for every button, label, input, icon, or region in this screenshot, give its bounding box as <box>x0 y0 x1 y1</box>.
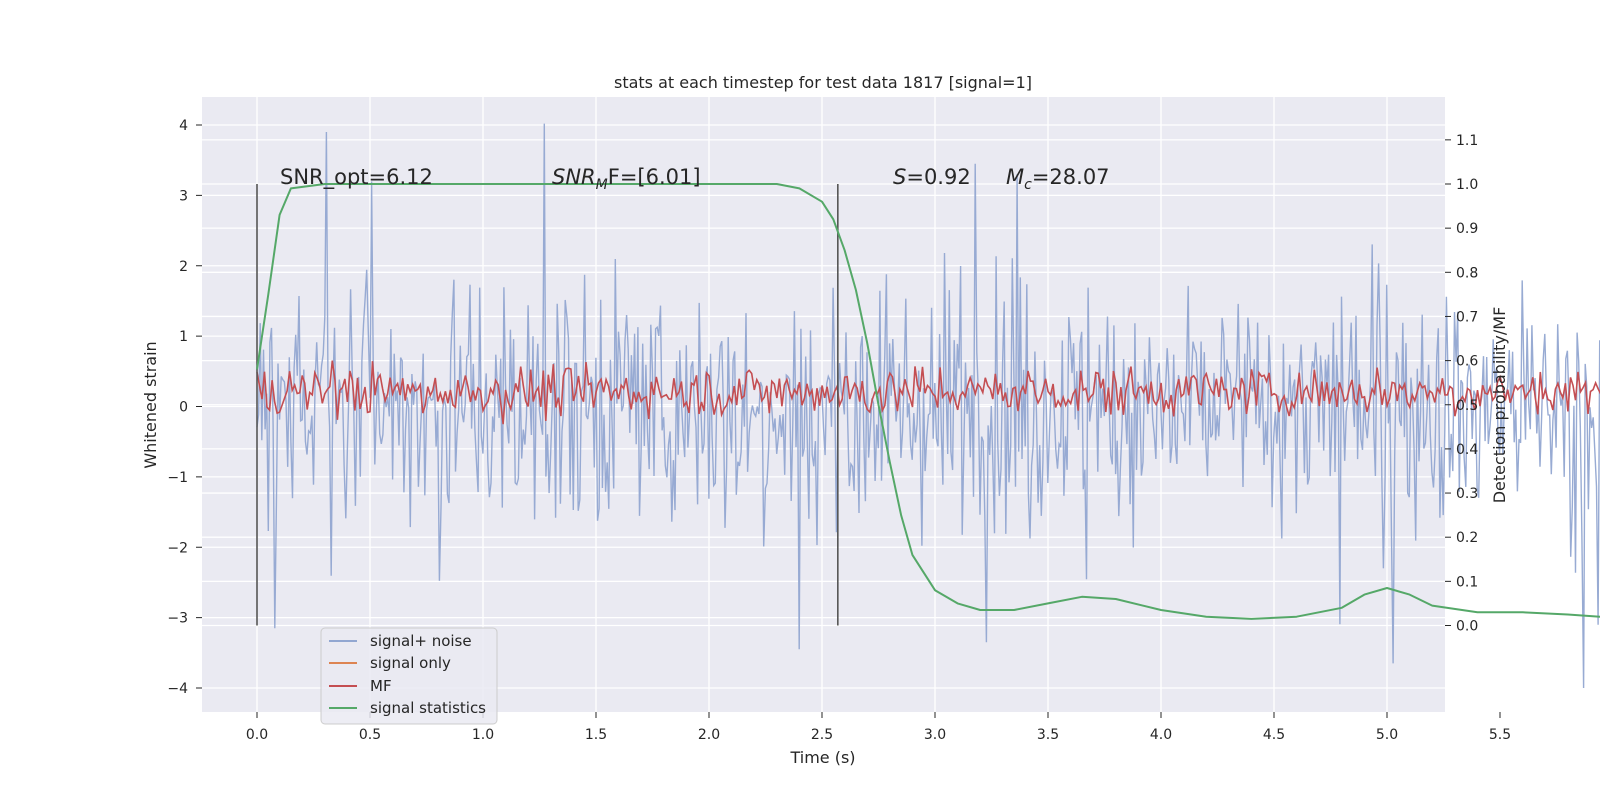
y-right-tick-label: 0.4 <box>1456 442 1478 458</box>
annotation-mc: Mc=28.07 <box>1006 165 1110 193</box>
y-right-tick-label: 0.6 <box>1456 354 1478 370</box>
annotation-snr-opt: SNR_opt=6.12 <box>280 165 433 190</box>
y-left-tick-label: 3 <box>179 188 188 204</box>
legend: signal+ noise signal only MF signal stat… <box>320 627 498 725</box>
y-left-tick-label: 0 <box>179 400 188 416</box>
x-tick-label: 5.0 <box>1376 727 1398 743</box>
y-left-tick-label: 4 <box>179 118 188 134</box>
x-tick-label: 2.0 <box>698 727 720 743</box>
x-tick-label: 0.0 <box>246 727 268 743</box>
legend-label-signal-only: signal only <box>370 654 451 672</box>
grid <box>202 97 1501 712</box>
y-left-tick-label: 2 <box>179 259 188 275</box>
x-tick-label: 0.5 <box>359 727 381 743</box>
y-right-tick-label: 0.0 <box>1456 619 1478 635</box>
x-axis-ticks: 0.00.51.01.52.02.53.03.54.04.55.05.56.06… <box>246 712 1511 743</box>
y-right-tick-label: 1.1 <box>1456 133 1478 149</box>
x-tick-label: 1.0 <box>472 727 494 743</box>
x-tick-label: 4.0 <box>1150 727 1172 743</box>
annotation-s: S=0.92 <box>893 165 971 189</box>
x-tick-label: 3.5 <box>1037 727 1059 743</box>
x-tick-label: 4.5 <box>1263 727 1285 743</box>
y-axis-right-label: Detection probability/MF <box>1490 307 1509 504</box>
legend-box <box>320 627 498 725</box>
y-right-tick-label: 0.8 <box>1456 265 1478 281</box>
y-axis-left-ticks: −4 −3 −2 −1 0 1 2 3 4 <box>167 118 202 697</box>
x-tick-label: 3.0 <box>924 727 946 743</box>
y-left-tick-label: −4 <box>167 681 188 697</box>
snr-mf-base: SNR <box>552 165 596 189</box>
y-left-tick-label: −3 <box>167 611 188 627</box>
s-rest: =0.92 <box>906 165 970 189</box>
y-right-tick-label: 0.1 <box>1456 574 1478 590</box>
vertical-markers <box>256 184 839 626</box>
y-left-tick-label: 1 <box>179 329 188 345</box>
annotation-snr-mf: SNRMF=[6.01] <box>552 165 701 193</box>
x-tick-label: 2.5 <box>811 727 833 743</box>
y-right-tick-label: 0.7 <box>1456 309 1478 325</box>
series-layer <box>256 123 1600 689</box>
y-left-tick-label: −2 <box>167 540 188 556</box>
y-axis-right-ticks: 0.0 0.1 0.2 0.3 0.4 0.5 0.6 0.7 0.8 0.9 1.0 1.1 <box>1445 133 1478 635</box>
y-right-tick-label: 0.5 <box>1456 398 1478 414</box>
legend-label-signal-statistics: signal statistics <box>370 699 486 717</box>
chart-title: stats at each timestep for test data 181… <box>614 73 1032 92</box>
snr-mf-sub: M <box>596 177 608 193</box>
x-axis-label: Time (s) <box>789 748 855 767</box>
legend-label-signal-noise: signal+ noise <box>370 632 472 650</box>
series-signal-statistics <box>256 183 1600 620</box>
snr-mf-rest: F=[6.01] <box>608 165 701 189</box>
mc-sub: c <box>1024 177 1032 193</box>
y-right-tick-label: 0.9 <box>1456 221 1478 237</box>
x-tick-label: 1.5 <box>585 727 607 743</box>
x-tick-label: 5.5 <box>1489 727 1511 743</box>
mc-rest: =28.07 <box>1032 165 1110 189</box>
y-left-tick-label: −1 <box>167 470 188 486</box>
s-base: S <box>893 165 906 189</box>
legend-label-mf: MF <box>370 677 392 695</box>
mc-base: M <box>1006 165 1024 189</box>
y-right-tick-label: 0.2 <box>1456 530 1478 546</box>
series-mf <box>256 360 1600 425</box>
y-right-tick-label: 0.3 <box>1456 486 1478 502</box>
y-right-tick-label: 1.0 <box>1456 177 1478 193</box>
y-axis-left-label: Whitened strain <box>141 341 160 468</box>
